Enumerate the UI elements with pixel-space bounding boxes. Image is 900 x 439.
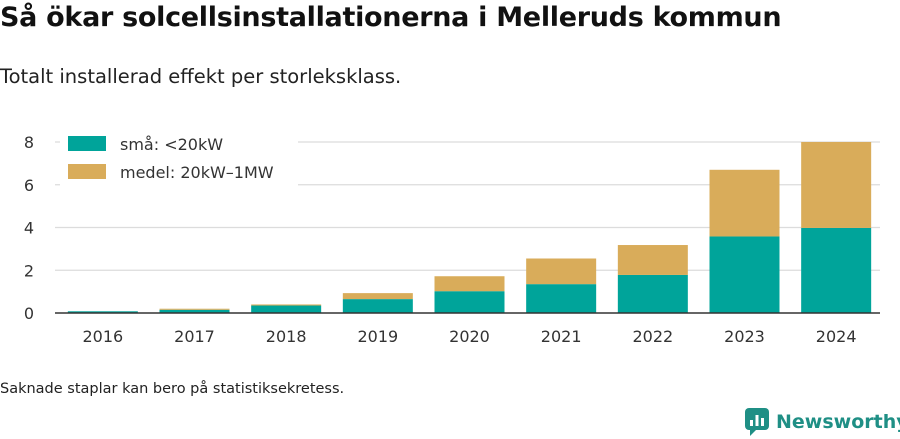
chart-subtitle: Totalt installerad effekt per storlekskl… [0, 65, 402, 88]
brand-name: Newsworthy [776, 411, 900, 433]
bar-medium-2023 [709, 169, 780, 237]
bar-medium-2019 [342, 293, 413, 300]
legend-label: små: <20kW [120, 135, 223, 154]
bar-small-2022 [617, 274, 688, 313]
bar-medium-2022 [617, 245, 688, 275]
bar-medium-2020 [434, 276, 505, 292]
bar-medium-2018 [251, 304, 322, 306]
x-tick-label: 2019 [357, 327, 398, 346]
y-tick-label: 8 [24, 133, 34, 152]
bar-small-2024 [801, 227, 872, 313]
stacked-bar-chart: 0 2 4 6 8 2016 2017 2018 2019 2020 2021 2022 2023 202… [23, 128, 880, 346]
y-tick-label: 6 [24, 176, 34, 195]
bar-medium-2017 [159, 308, 230, 310]
bar-medium-2024 [801, 142, 872, 228]
newsworthy-logo-icon [745, 408, 769, 436]
x-tick-label: 2016 [82, 327, 123, 346]
bar-small-2017 [159, 309, 230, 313]
x-tick-label: 2020 [449, 327, 490, 346]
x-tick-label: 2017 [174, 327, 215, 346]
bar-small-2023 [709, 236, 780, 313]
brand-logo[interactable]: Newsworthy [744, 406, 900, 438]
x-tick-label: 2024 [816, 327, 857, 346]
footnote: Saknade staplar kan bero på statistiksek… [0, 381, 345, 397]
legend-label: medel: 20kW–1MW [120, 163, 274, 182]
x-tick-label: 2023 [724, 327, 765, 346]
x-tick-label: 2021 [541, 327, 582, 346]
y-tick-label: 0 [24, 304, 34, 323]
y-tick-label: 4 [24, 219, 34, 238]
axes: 0 2 4 6 8 2016 2017 2018 2019 2020 2021 2022 2023 202… [24, 133, 880, 346]
chart-title: Så ökar solcellsinstallationerna i Melle… [0, 2, 782, 33]
bar-small-2016 [67, 311, 138, 313]
bar-medium-2021 [526, 258, 597, 285]
bar-small-2018 [251, 305, 322, 313]
legend-swatch [68, 136, 106, 151]
legend-swatch [68, 164, 106, 179]
bar-small-2021 [526, 284, 597, 313]
x-tick-label: 2018 [266, 327, 307, 346]
bar-small-2020 [434, 291, 505, 313]
bar-small-2019 [342, 299, 413, 313]
bars [67, 142, 872, 313]
legend: små: <20kW medel: 20kW–1MW [60, 128, 298, 190]
y-tick-label: 2 [24, 261, 34, 280]
x-tick-label: 2022 [632, 327, 673, 346]
